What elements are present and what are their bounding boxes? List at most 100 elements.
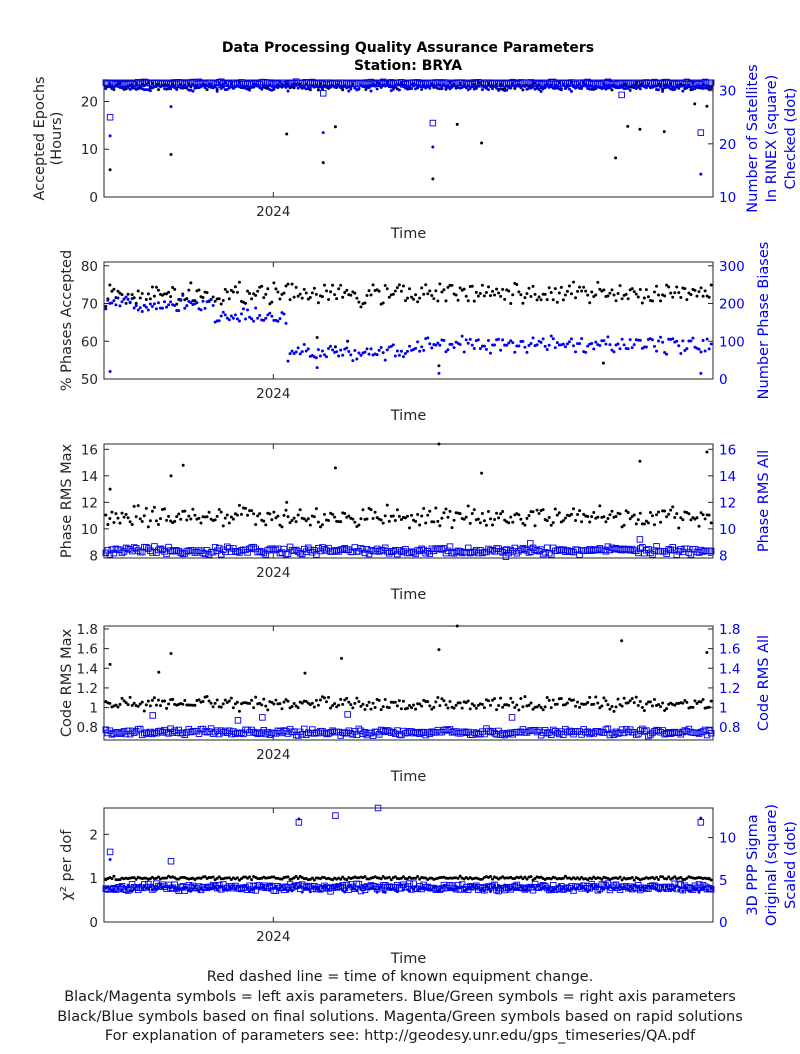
data-point: [434, 506, 438, 510]
data-point: [511, 729, 519, 736]
left-tick-label: 10: [81, 142, 98, 158]
data-point: [399, 883, 403, 887]
data-point: [476, 703, 480, 707]
data-point: [403, 516, 407, 520]
right-tick-label: 0: [719, 915, 728, 931]
data-point: [151, 729, 158, 736]
data-point: [663, 708, 667, 712]
data-point: [357, 523, 361, 527]
left-axis-label: Accepted Epochs: [32, 76, 48, 200]
data-point: [462, 517, 466, 521]
data-point: [679, 886, 683, 890]
data-point: [547, 516, 551, 520]
data-point: [464, 338, 468, 342]
data-point: [669, 291, 673, 295]
outlier-point: [297, 817, 301, 821]
data-point: [630, 79, 638, 87]
data-point: [292, 516, 296, 520]
data-point: [304, 519, 308, 523]
data-point: [102, 726, 110, 733]
data-point: [213, 518, 217, 522]
data-point: [563, 87, 567, 91]
data-point: [132, 545, 140, 552]
data-point: [507, 703, 511, 707]
data-point: [590, 883, 594, 887]
data-point: [155, 546, 162, 554]
data-point: [442, 288, 446, 292]
data-point: [596, 515, 600, 519]
data-point: [134, 726, 142, 733]
data-point: [549, 290, 553, 294]
data-point: [644, 288, 648, 292]
data-point: [369, 293, 373, 297]
data-point: [304, 700, 308, 704]
data-point: [691, 336, 695, 340]
left-tick-label: 50: [81, 372, 98, 388]
data-point: [219, 510, 223, 514]
data-point: [529, 701, 533, 705]
data-point: [501, 886, 505, 890]
outlier-point: [108, 134, 112, 138]
data-point: [608, 343, 612, 347]
data-point: [399, 707, 403, 711]
data-point: [410, 729, 417, 737]
data-point: [274, 698, 278, 702]
data-point: [693, 729, 701, 737]
left-tick-label: 2: [89, 827, 98, 843]
outlier-point: [705, 651, 709, 655]
data-point: [418, 545, 425, 553]
data-point: [456, 876, 460, 880]
data-point: [665, 515, 669, 519]
data-point: [456, 298, 460, 302]
data-point: [707, 884, 711, 888]
data-point: [189, 547, 197, 554]
data-point: [663, 294, 667, 298]
outlier-point: [431, 177, 435, 181]
data-point: [679, 84, 683, 88]
data-point: [608, 544, 616, 552]
data-point: [661, 548, 668, 555]
data-point: [554, 547, 561, 554]
series-number-phase-biases: [104, 293, 713, 375]
data-point: [446, 348, 450, 352]
data-point: [114, 703, 118, 707]
data-point: [308, 296, 312, 300]
data-point: [460, 334, 464, 338]
data-point: [650, 514, 654, 518]
outlier-point: [234, 717, 242, 724]
data-point: [509, 731, 517, 738]
data-point: [418, 81, 425, 88]
data-point: [665, 707, 669, 711]
data-point: [655, 887, 659, 891]
data-point: [657, 729, 664, 736]
data-point: [622, 885, 626, 889]
data-point: [156, 698, 160, 702]
data-point: [549, 706, 553, 710]
data-point: [112, 81, 120, 88]
data-point: [527, 344, 531, 348]
data-point: [699, 888, 703, 892]
footer-line-1: Red dashed line = time of known equipmen…: [206, 969, 594, 985]
data-point: [424, 86, 428, 90]
data-point: [428, 728, 436, 735]
data-point: [276, 884, 284, 892]
data-point: [185, 518, 189, 522]
data-point: [576, 512, 580, 516]
data-point: [165, 292, 169, 296]
data-point: [460, 728, 468, 735]
data-point: [466, 504, 470, 508]
data-point: [408, 344, 412, 348]
data-point: [630, 287, 634, 291]
data-point: [649, 551, 656, 558]
data-point: [572, 698, 576, 702]
data-point: [211, 295, 215, 299]
data-point: [213, 701, 217, 705]
data-point: [501, 287, 505, 291]
data-point: [213, 727, 221, 734]
outlier-point: [340, 656, 344, 660]
data-point: [650, 884, 654, 888]
data-point: [219, 302, 223, 306]
x-axis-label: Time: [390, 408, 427, 424]
data-point: [632, 701, 636, 705]
outlier-point: [527, 540, 534, 547]
